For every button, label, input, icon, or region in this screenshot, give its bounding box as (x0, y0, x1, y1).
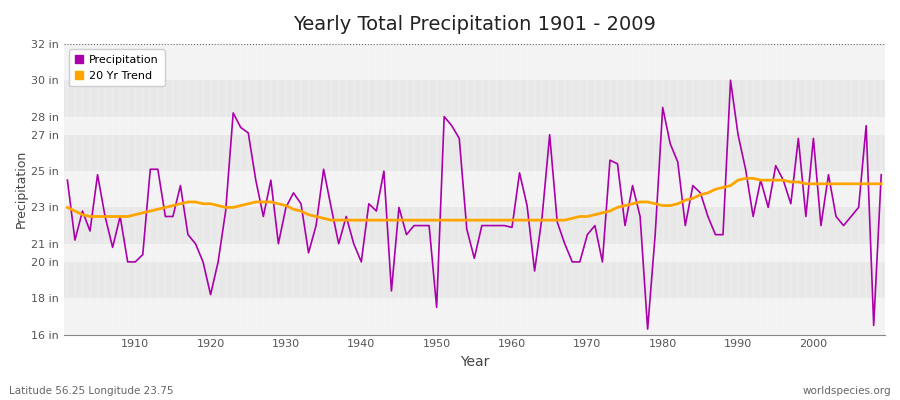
Text: worldspecies.org: worldspecies.org (803, 386, 891, 396)
Text: Latitude 56.25 Longitude 23.75: Latitude 56.25 Longitude 23.75 (9, 386, 174, 396)
20 Yr Trend (62, 205, 73, 210)
Bar (64, 116, 885, 135)
20 Yr Trend (288, 207, 299, 212)
Precipitation (643, 327, 653, 332)
Line: Precipitation: Precipitation (68, 80, 881, 329)
Precipitation (597, 260, 608, 264)
Precipitation (507, 225, 517, 230)
Precipitation (122, 260, 133, 264)
Y-axis label: Precipitation: Precipitation (15, 150, 28, 228)
20 Yr Trend (326, 218, 337, 222)
20 Yr Trend (122, 214, 133, 219)
Precipitation (725, 78, 736, 83)
Precipitation (288, 190, 299, 195)
X-axis label: Year: Year (460, 355, 489, 369)
Line: 20 Yr Trend: 20 Yr Trend (68, 178, 881, 220)
20 Yr Trend (740, 176, 751, 181)
Precipitation (500, 223, 510, 228)
Precipitation (333, 241, 344, 246)
Precipitation (876, 172, 886, 177)
Title: Yearly Total Precipitation 1901 - 2009: Yearly Total Precipitation 1901 - 2009 (292, 15, 656, 34)
20 Yr Trend (507, 218, 517, 222)
20 Yr Trend (514, 218, 525, 222)
Bar (64, 244, 885, 262)
Precipitation (62, 178, 73, 182)
20 Yr Trend (605, 209, 616, 214)
20 Yr Trend (341, 218, 352, 222)
Bar (64, 44, 885, 80)
Bar (64, 298, 885, 334)
Bar (64, 171, 885, 208)
20 Yr Trend (876, 181, 886, 186)
Legend: Precipitation, 20 Yr Trend: Precipitation, 20 Yr Trend (69, 50, 165, 86)
